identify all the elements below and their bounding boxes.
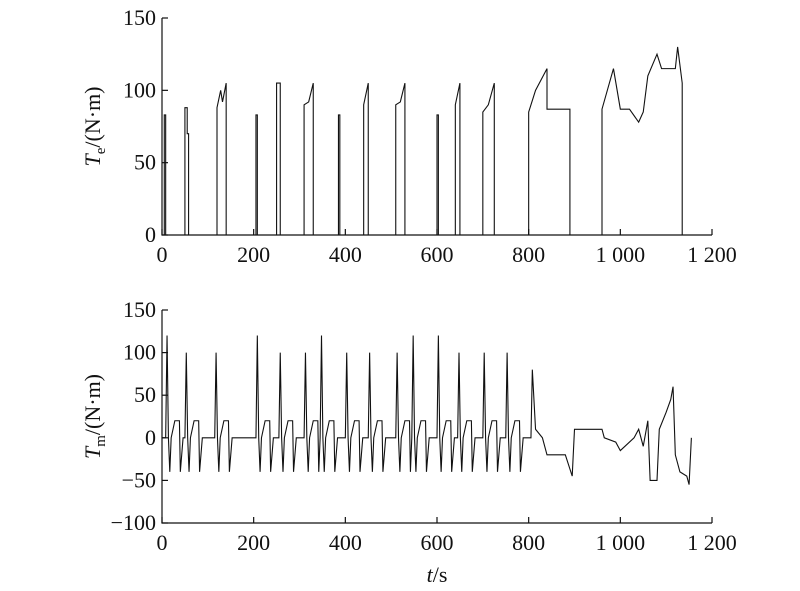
- label-symbol: T: [80, 153, 105, 167]
- y-tick-label: 150: [123, 5, 156, 30]
- data-line: [162, 46, 712, 236]
- x-tick-label: 600: [421, 530, 454, 555]
- label-subscript: m: [93, 435, 109, 447]
- panel: −100 −50 0 50 100 150 0 200 400 600 800 1 000 1 200 T…: [80, 297, 737, 587]
- panel: 0 50 100 150 0 200 400 600 800 1 000 1 200 Te/(N·m): [80, 5, 737, 267]
- x-tick-label: 200: [237, 242, 270, 267]
- x-tick-label: 800: [512, 242, 545, 267]
- label-symbol: t: [427, 562, 434, 587]
- y-tick-label: 50: [134, 382, 156, 407]
- y-tick-label: −100: [111, 510, 156, 535]
- x-tick-label: 1 000: [596, 242, 646, 267]
- x-tick-label: 400: [329, 530, 362, 555]
- y-tick-label: 100: [123, 77, 156, 102]
- x-tick-label: 200: [237, 530, 270, 555]
- x-tick-label: 1 000: [596, 530, 646, 555]
- y-tick-label: 150: [123, 297, 156, 322]
- x-tick-label: 400: [329, 242, 362, 267]
- y-tick-label: −50: [122, 467, 156, 492]
- x-tick-label: 1 200: [687, 242, 737, 267]
- x-tick-label: 0: [157, 530, 168, 555]
- y-tick-label: 50: [134, 150, 156, 175]
- x-tick-label: 1 200: [687, 530, 737, 555]
- x-tick-label: 0: [157, 242, 168, 267]
- y-tick-label: 100: [123, 340, 156, 365]
- y-axis-label: Te/(N·m): [80, 86, 109, 166]
- y-tick-label: 0: [145, 222, 156, 247]
- y-axis-label: Tm/(N·m): [80, 374, 109, 459]
- x-axis-label: t/s: [427, 562, 448, 587]
- y-tick-label: 0: [145, 425, 156, 450]
- label-unit: /(N·m): [80, 86, 105, 147]
- x-tick-label: 800: [512, 530, 545, 555]
- label-subscript: e: [93, 147, 109, 154]
- data-line: [162, 335, 692, 485]
- x-tick-label: 600: [421, 242, 454, 267]
- label-unit: /s: [433, 562, 448, 587]
- label-symbol: T: [80, 445, 105, 459]
- label-unit: /(N·m): [80, 374, 105, 435]
